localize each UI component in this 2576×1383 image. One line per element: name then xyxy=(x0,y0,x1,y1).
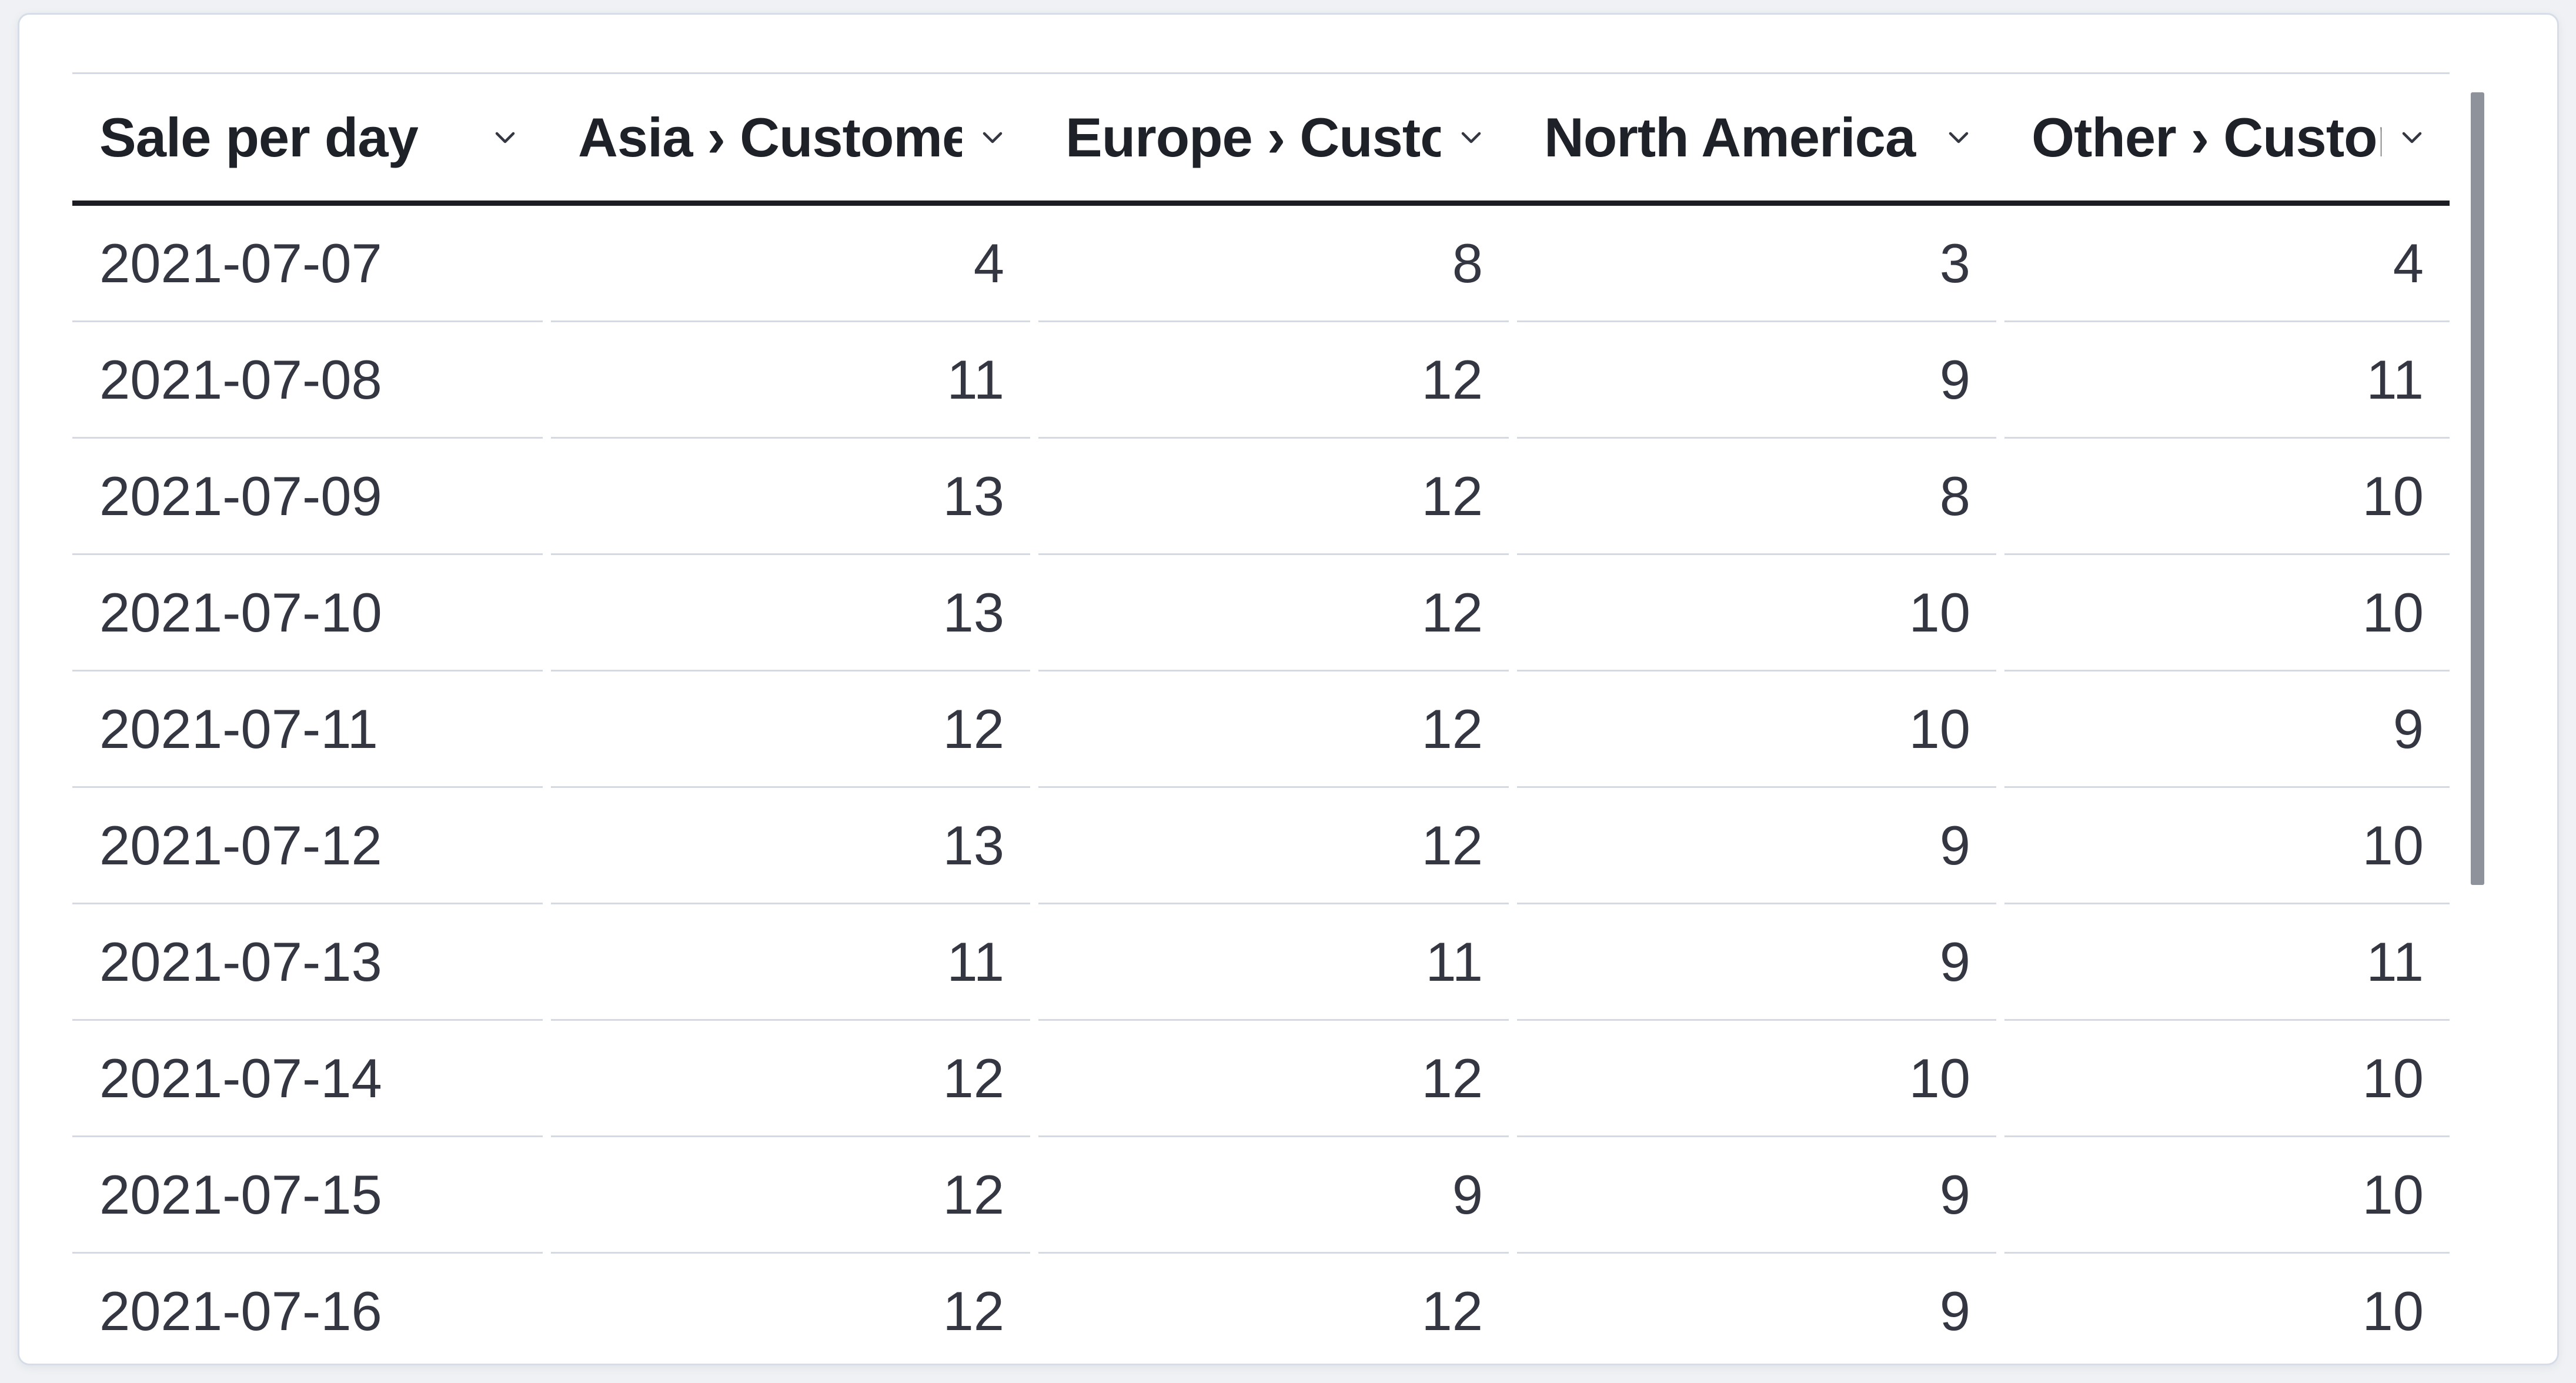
table-row: 2021-07-07 4 8 3 4 xyxy=(72,206,2450,322)
date-cell: 2021-07-09 xyxy=(72,439,543,555)
date-cell: 2021-07-13 xyxy=(72,904,543,1021)
value-cell: 10 xyxy=(2004,1021,2450,1137)
table-panel: Sale per day Asia › Customers Europe › Cus… xyxy=(18,13,2559,1365)
value-cell: 9 xyxy=(1517,1254,1996,1364)
value-cell: 8 xyxy=(1038,206,1509,322)
chevron-down-icon xyxy=(983,132,1003,143)
column-header-label: North America › xyxy=(1544,106,1928,168)
value-cell: 12 xyxy=(1038,322,1509,439)
date-cell: 2021-07-14 xyxy=(72,1021,543,1137)
table-row: 2021-07-09 13 12 8 10 xyxy=(72,439,2450,555)
value-cell: 11 xyxy=(1038,904,1509,1021)
date-cell: 2021-07-12 xyxy=(72,788,543,904)
table-row: 2021-07-11 12 12 10 9 xyxy=(72,672,2450,788)
value-cell: 9 xyxy=(2004,672,2450,788)
table-row: 2021-07-08 11 12 9 11 xyxy=(72,322,2450,439)
date-cell: 2021-07-15 xyxy=(72,1137,543,1254)
table-body: 2021-07-07 4 8 3 4 2021-07-08 11 12 9 11 2021-07-0… xyxy=(72,206,2450,1364)
value-cell: 12 xyxy=(1038,1021,1509,1137)
value-cell: 9 xyxy=(1517,1137,1996,1254)
date-cell: 2021-07-16 xyxy=(72,1254,543,1364)
vertical-scrollbar-thumb[interactable] xyxy=(2471,92,2484,885)
value-cell: 10 xyxy=(2004,1137,2450,1254)
value-cell: 9 xyxy=(1517,322,1996,439)
date-cell: 2021-07-10 xyxy=(72,555,543,672)
table-row: 2021-07-16 12 12 9 10 xyxy=(72,1254,2450,1364)
date-cell: 2021-07-07 xyxy=(72,206,543,322)
value-cell: 12 xyxy=(1038,788,1509,904)
value-cell: 13 xyxy=(551,788,1030,904)
value-cell: 12 xyxy=(551,1137,1030,1254)
value-cell: 10 xyxy=(2004,1254,2450,1364)
column-header[interactable]: Other › Custome xyxy=(2004,74,2450,201)
value-cell: 10 xyxy=(2004,788,2450,904)
table-row: 2021-07-12 13 12 9 10 xyxy=(72,788,2450,904)
table-row: 2021-07-13 11 11 9 11 xyxy=(72,904,2450,1021)
value-cell: 4 xyxy=(551,206,1030,322)
table-row: 2021-07-14 12 12 10 10 xyxy=(72,1021,2450,1137)
value-cell: 13 xyxy=(551,555,1030,672)
value-cell: 9 xyxy=(1038,1137,1509,1254)
column-header-label: Europe › Custom xyxy=(1065,106,1441,168)
table-row: 2021-07-15 12 9 9 10 xyxy=(72,1137,2450,1254)
value-cell: 11 xyxy=(2004,904,2450,1021)
table-header-row: Sale per day Asia › Customers Europe › Cus… xyxy=(72,72,2450,206)
date-cell: 2021-07-11 xyxy=(72,672,543,788)
value-cell: 8 xyxy=(1517,439,1996,555)
value-cell: 12 xyxy=(551,672,1030,788)
value-cell: 3 xyxy=(1517,206,1996,322)
value-cell: 10 xyxy=(2004,439,2450,555)
value-cell: 12 xyxy=(1038,1254,1509,1364)
value-cell: 11 xyxy=(551,904,1030,1021)
column-header[interactable]: North America › xyxy=(1517,74,1996,201)
column-header[interactable]: Europe › Custom xyxy=(1038,74,1509,201)
column-header-label: Other › Custome xyxy=(2032,106,2381,168)
value-cell: 10 xyxy=(1517,672,1996,788)
chevron-down-icon xyxy=(2402,132,2422,143)
chevron-down-icon xyxy=(495,132,515,143)
value-cell: 10 xyxy=(1517,555,1996,672)
column-header-label: Sale per day xyxy=(99,106,418,168)
table-row: 2021-07-10 13 12 10 10 xyxy=(72,555,2450,672)
value-cell: 9 xyxy=(1517,904,1996,1021)
value-cell: 4 xyxy=(2004,206,2450,322)
value-cell: 12 xyxy=(1038,672,1509,788)
value-cell: 10 xyxy=(2004,555,2450,672)
value-cell: 13 xyxy=(551,439,1030,555)
column-header[interactable]: Sale per day xyxy=(72,74,543,201)
column-header-label: Asia › Customers xyxy=(578,106,962,168)
column-header[interactable]: Asia › Customers xyxy=(551,74,1030,201)
chevron-down-icon xyxy=(1949,132,1969,143)
value-cell: 11 xyxy=(2004,322,2450,439)
value-cell: 12 xyxy=(1038,439,1509,555)
value-cell: 12 xyxy=(551,1254,1030,1364)
value-cell: 9 xyxy=(1517,788,1996,904)
data-table: Sale per day Asia › Customers Europe › Cus… xyxy=(72,72,2450,1364)
chevron-down-icon xyxy=(1461,132,1481,143)
value-cell: 12 xyxy=(1038,555,1509,672)
value-cell: 11 xyxy=(551,322,1030,439)
value-cell: 12 xyxy=(551,1021,1030,1137)
date-cell: 2021-07-08 xyxy=(72,322,543,439)
value-cell: 10 xyxy=(1517,1021,1996,1137)
